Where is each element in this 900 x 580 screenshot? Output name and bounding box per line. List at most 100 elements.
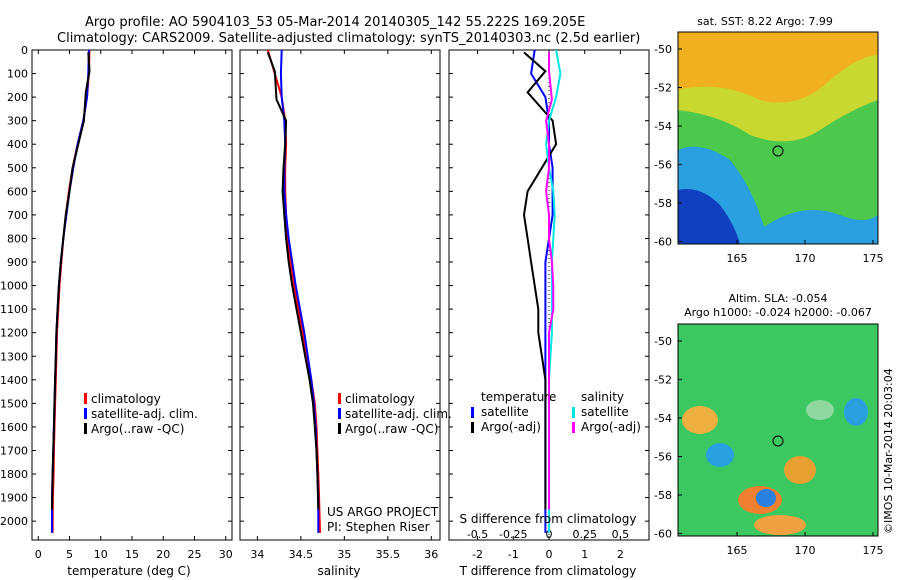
s-tick-label: 0.25 — [572, 528, 597, 541]
s-tick-label: 0.5 — [612, 528, 630, 541]
depth-tick-label: 900 — [7, 256, 28, 269]
x-tick-label: 35.5 — [376, 548, 401, 561]
x-tick-label: 5 — [66, 548, 73, 561]
x-tick-label: 10 — [94, 548, 108, 561]
depth-tick-label: 1200 — [0, 327, 28, 340]
legend-label: Argo(..raw -QC) — [91, 422, 184, 436]
temperature-legend: climatology satellite-adj. clim. Argo(..… — [84, 392, 198, 436]
depth-tick-label: 1500 — [0, 397, 28, 410]
salinity-panel — [239, 49, 441, 541]
map-lon-label: 170 — [795, 544, 816, 557]
x-tick-label: 35 — [337, 548, 351, 561]
map-lat-label: -54 — [654, 412, 672, 425]
depth-tick-label: 500 — [7, 162, 28, 175]
sla-anomaly-low — [844, 398, 868, 426]
map-lat-label: -58 — [654, 489, 672, 502]
s-tick-label: -0.5 — [467, 528, 488, 541]
depth-tick-label: 1300 — [0, 350, 28, 363]
legend-label: satellite — [481, 405, 529, 419]
depth-tick-label: 200 — [7, 91, 28, 104]
legend-label: Argo(-adj) — [581, 420, 641, 434]
sla-anomaly-high — [754, 515, 806, 535]
depth-tick-label: 1100 — [0, 303, 28, 316]
depth-tick-label: 300 — [7, 115, 28, 128]
map-lat-label: -60 — [654, 528, 672, 541]
map-lon-label: 175 — [863, 544, 884, 557]
x-tick-label: 0 — [35, 548, 42, 561]
sst-map-title: sat. SST: 8.22 Argo: 7.99 — [697, 15, 833, 28]
depth-tick-label: 700 — [7, 209, 28, 222]
salinity-xlabel: salinity — [317, 564, 360, 578]
temperature-xlabel: temperature (deg C) — [67, 564, 190, 578]
legend-swatch-t-satellite — [471, 407, 474, 418]
sst-map — [677, 31, 879, 245]
sla-anomaly-low — [756, 489, 776, 507]
sla-map-title1: Altim. SLA: -0.054 — [728, 292, 827, 305]
legend-label: satellite-adj. clim. — [345, 407, 452, 421]
map-lat-label: -50 — [654, 335, 672, 348]
legend-label: Argo(-adj) — [481, 420, 541, 434]
s-tick-label: -0.25 — [499, 528, 527, 541]
map-lat-label: -54 — [654, 120, 672, 133]
depth-tick-label: 600 — [7, 185, 28, 198]
map-lat-label: -56 — [654, 451, 672, 464]
depth-axis-labels: 0 100 200 300 400 500 600 700 800 900 1000 1100 1200… — [0, 44, 28, 528]
map-lon-label: 170 — [795, 252, 816, 265]
legend-label: Argo(..raw -QC) — [345, 422, 438, 436]
x-tick-label: 20 — [156, 548, 170, 561]
difference-xlabel: T difference from climatology — [459, 564, 637, 578]
map-lat-label: -58 — [654, 197, 672, 210]
profile-series — [51, 49, 562, 533]
difference-line — [545, 52, 555, 510]
map-lat-label: -60 — [654, 236, 672, 249]
depth-tick-label: 1400 — [0, 374, 28, 387]
argo-float-marker — [772, 145, 784, 157]
sla-anomaly-low — [806, 400, 834, 420]
header-line2: Climatology: CARS2009. Satellite-adjuste… — [57, 31, 640, 46]
map-lon-label: 175 — [863, 252, 884, 265]
legend-swatch-satellite — [338, 408, 341, 419]
depth-tick-label: 1900 — [0, 492, 28, 505]
credit-pi: PI: Stephen Riser — [327, 520, 430, 534]
x-tick-label: 2 — [617, 548, 624, 561]
legend-swatch-argo — [338, 423, 341, 434]
difference-legend: temperature satellite Argo(-adj) salinit… — [471, 390, 641, 434]
sla-anomaly-high — [682, 406, 718, 434]
map-lat-label: -52 — [654, 82, 672, 95]
sla-map-axes: -50 -52 -54 -56 -58 -60 165 170 175 — [654, 335, 883, 557]
depth-tick-label: 2000 — [0, 515, 28, 528]
sst-cold-region — [678, 189, 740, 244]
x-tick-label: -1 — [508, 548, 519, 561]
sla-anomaly-low — [706, 443, 734, 467]
sst-cool-region-east — [760, 210, 878, 244]
x-tick-label: 25 — [188, 548, 202, 561]
profile-line — [51, 52, 91, 510]
legend-swatch-s-argo — [572, 422, 575, 433]
legend-label: climatology — [345, 392, 415, 406]
depth-tick-label: 0 — [21, 44, 28, 57]
sla-map-title2: Argo h1000: -0.024 h2000: -0.067 — [684, 306, 872, 319]
map-lon-label: 165 — [727, 544, 748, 557]
map-lat-label: -56 — [654, 159, 672, 172]
x-tick-label: 1 — [581, 548, 588, 561]
sst-map-frame — [677, 31, 879, 245]
salinity-legend: climatology satellite-adj. clim. Argo(..… — [327, 392, 452, 534]
argo-float-marker — [772, 435, 784, 447]
x-tick-label: -2 — [472, 548, 483, 561]
profile-line — [266, 52, 320, 510]
map-lon-label: 165 — [727, 252, 748, 265]
imos-watermark: ©IMOS 10-Mar-2014 20:03:04 — [882, 368, 895, 534]
legend-heading-salinity: salinity — [581, 390, 624, 404]
legend-swatch-climatology — [84, 393, 87, 404]
x-tick-label: 30 — [219, 548, 233, 561]
sla-map — [677, 323, 879, 537]
header-line1: Argo profile: AO 5904103_53 05-Mar-2014 … — [85, 15, 585, 30]
credit-project: US ARGO PROJECT — [327, 505, 439, 519]
temperature-panel — [31, 49, 233, 541]
legend-swatch-argo — [84, 423, 87, 434]
legend-swatch-s-satellite — [572, 407, 575, 418]
x-tick-label: 15 — [125, 548, 139, 561]
x-tick-label: 36 — [424, 548, 438, 561]
legend-swatch-climatology — [338, 393, 341, 404]
